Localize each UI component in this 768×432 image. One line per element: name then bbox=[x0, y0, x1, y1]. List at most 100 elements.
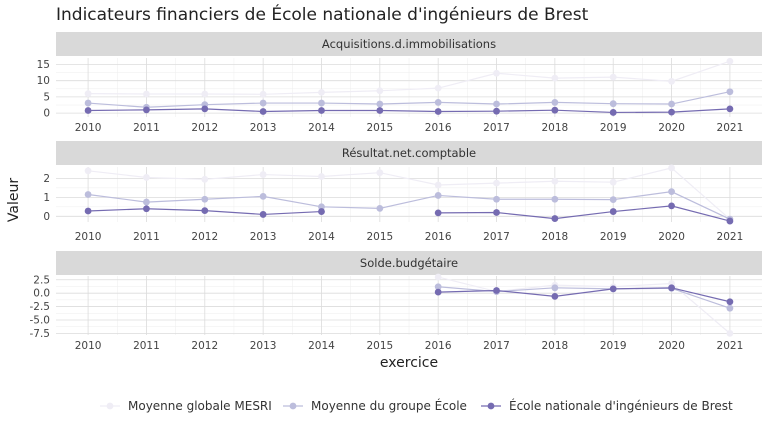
x-axis-title: exercice bbox=[380, 355, 438, 371]
x-tick-label: 2020 bbox=[658, 122, 685, 134]
legend-label: École nationale d'ingénieurs de Brest bbox=[509, 398, 733, 413]
legend: Moyenne globale MESRI Moyenne du groupe É… bbox=[100, 398, 733, 413]
y-tick-label: 1 bbox=[43, 192, 50, 204]
legend-item: Moyenne globale MESRI bbox=[100, 399, 272, 413]
series-line bbox=[438, 287, 731, 303]
data-point bbox=[668, 164, 675, 172]
data-point bbox=[493, 209, 500, 216]
x-tick-label: 2019 bbox=[600, 340, 627, 352]
data-point bbox=[668, 100, 675, 108]
data-point bbox=[609, 73, 617, 81]
data-point bbox=[726, 298, 734, 306]
data-point bbox=[609, 178, 617, 186]
x-tick-label: 2017 bbox=[483, 122, 510, 134]
data-point bbox=[143, 174, 150, 181]
data-point bbox=[668, 77, 675, 85]
chart-title: Indicateurs financiers de École national… bbox=[56, 3, 589, 25]
data-point bbox=[143, 106, 150, 114]
data-point bbox=[259, 90, 267, 98]
x-tick-label: 2011 bbox=[133, 231, 160, 243]
y-axis-title: Valeur bbox=[6, 178, 22, 222]
data-point bbox=[84, 90, 92, 98]
x-tick-label: 2020 bbox=[658, 231, 685, 243]
data-point bbox=[551, 74, 559, 82]
y-tick-label: 10 bbox=[37, 75, 50, 87]
series-3 bbox=[84, 105, 734, 116]
data-point bbox=[201, 175, 209, 183]
data-point bbox=[84, 107, 92, 114]
y-tick-label: 0 bbox=[43, 108, 50, 120]
x-tick-label: 2012 bbox=[191, 122, 218, 134]
data-point bbox=[201, 90, 209, 98]
y-tick-label: 0 bbox=[43, 211, 50, 223]
data-point bbox=[493, 287, 500, 294]
data-point bbox=[201, 207, 209, 215]
data-point bbox=[434, 209, 442, 217]
data-point bbox=[318, 203, 325, 211]
y-tick-label: -7.5 bbox=[30, 328, 51, 340]
legend-key-point bbox=[106, 402, 114, 410]
data-point bbox=[376, 100, 384, 108]
data-point bbox=[143, 90, 150, 98]
x-tick-label: 2021 bbox=[717, 231, 744, 243]
y-tick-label: 5 bbox=[43, 91, 50, 103]
data-point bbox=[376, 87, 384, 95]
x-tick-label: 2018 bbox=[542, 340, 569, 352]
data-point bbox=[668, 202, 675, 210]
data-point bbox=[493, 100, 500, 108]
data-point bbox=[551, 99, 559, 106]
data-point bbox=[434, 99, 442, 106]
data-point bbox=[493, 195, 500, 203]
panel-strip bbox=[56, 32, 762, 56]
x-tick-label: 2015 bbox=[366, 231, 393, 243]
legend-item: Moyenne du groupe École bbox=[283, 398, 467, 413]
data-point bbox=[434, 192, 442, 199]
data-point bbox=[376, 107, 384, 114]
x-tick-label: 2020 bbox=[658, 340, 685, 352]
data-point bbox=[609, 285, 617, 293]
data-point bbox=[84, 207, 92, 215]
panels: Acquisitions.d.immobilisations0510152010… bbox=[30, 32, 762, 352]
data-point bbox=[668, 188, 675, 196]
data-point bbox=[551, 284, 559, 292]
data-point bbox=[376, 169, 384, 177]
data-point bbox=[551, 292, 559, 300]
data-point bbox=[318, 208, 325, 215]
x-tick-label: 2014 bbox=[308, 231, 335, 243]
data-point bbox=[259, 108, 267, 115]
data-point bbox=[259, 99, 267, 107]
data-point bbox=[551, 215, 559, 222]
x-tick-label: 2010 bbox=[75, 340, 102, 352]
legend-key-point bbox=[289, 402, 297, 410]
data-point bbox=[609, 100, 617, 108]
data-point bbox=[609, 208, 617, 215]
data-point bbox=[726, 88, 734, 96]
x-tick-label: 2016 bbox=[425, 231, 452, 243]
data-point bbox=[84, 167, 92, 175]
legend-key-point bbox=[487, 402, 495, 410]
series-line bbox=[88, 60, 731, 95]
x-tick-label: 2013 bbox=[250, 340, 277, 352]
data-point bbox=[609, 196, 617, 204]
data-point bbox=[609, 109, 617, 116]
x-tick-label: 2014 bbox=[308, 122, 335, 134]
data-point bbox=[434, 288, 442, 296]
data-point bbox=[726, 304, 734, 312]
data-point bbox=[318, 99, 325, 107]
data-point bbox=[493, 69, 500, 77]
data-point bbox=[201, 195, 209, 203]
data-point bbox=[493, 179, 500, 187]
series-3 bbox=[84, 202, 734, 225]
x-tick-label: 2021 bbox=[717, 122, 744, 134]
data-point bbox=[551, 106, 559, 114]
y-tick-label: 2.5 bbox=[33, 274, 50, 286]
panel-2: Résultat.net.comptable 0 1 2 2010 2011 2012 201… bbox=[43, 141, 762, 243]
data-point bbox=[434, 273, 442, 281]
data-point bbox=[434, 283, 442, 291]
x-tick-label: 2015 bbox=[366, 122, 393, 134]
x-tick-label: 2012 bbox=[191, 231, 218, 243]
series-line bbox=[88, 167, 731, 220]
x-tick-label: 2016 bbox=[425, 340, 452, 352]
legend-label: Moyenne globale MESRI bbox=[128, 399, 272, 413]
data-point bbox=[726, 57, 734, 65]
